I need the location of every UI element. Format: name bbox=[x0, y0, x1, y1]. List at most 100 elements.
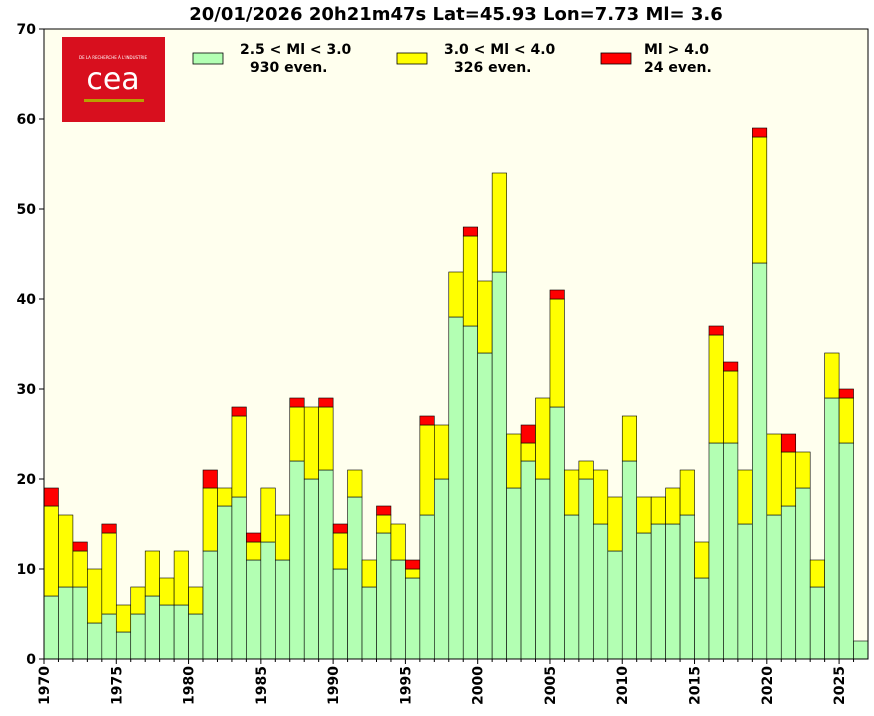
axes-group: 0 10 20 30 40 50 60 70 1970 1975 1980 1985 1990 1995 2… bbox=[17, 22, 869, 705]
bar-mid-2022 bbox=[795, 451, 811, 489]
cea-logo-wordmark: cea bbox=[86, 62, 139, 97]
bar-low-2008 bbox=[593, 523, 609, 660]
legend-count-low: 930 even. bbox=[250, 60, 328, 76]
bar-mid-2008 bbox=[593, 469, 609, 525]
legend-swatch-low bbox=[192, 52, 224, 65]
bar-low-1986 bbox=[274, 559, 291, 660]
bar-low-2000 bbox=[477, 352, 493, 660]
legend-label-mid: 3.0 < Ml < 4.0 bbox=[444, 42, 556, 58]
bar-low-1996 bbox=[419, 514, 435, 660]
bar-low-1992 bbox=[361, 586, 377, 660]
bar-mid-2018 bbox=[737, 469, 753, 525]
bar-low-1981 bbox=[202, 550, 218, 660]
bar-mid-1986 bbox=[274, 514, 291, 561]
bar-low-1989 bbox=[318, 469, 334, 660]
bar-high-1983 bbox=[231, 406, 247, 417]
bar-mid-1978 bbox=[159, 577, 175, 606]
bar-high-2017 bbox=[723, 361, 739, 372]
bar-mid-2015 bbox=[694, 541, 710, 579]
bar-low-1998 bbox=[448, 316, 464, 660]
bar-mid-2004 bbox=[535, 397, 551, 480]
bar-low-2011 bbox=[636, 532, 652, 660]
bar-high-2019 bbox=[752, 127, 768, 138]
legend-label-low: 2.5 < Ml < 3.0 bbox=[240, 42, 352, 58]
bar-low-1997 bbox=[434, 478, 450, 660]
legend-label-high: Ml > 4.0 bbox=[644, 42, 709, 58]
bar-mid-1980 bbox=[188, 586, 204, 615]
bar-high-1999 bbox=[462, 226, 478, 237]
bar-mid-1985 bbox=[260, 487, 276, 543]
y-tick-label: 10 bbox=[17, 562, 37, 578]
x-tick-label: 1980 bbox=[182, 666, 198, 705]
bar-high-1996 bbox=[419, 415, 435, 426]
bar-mid-1995 bbox=[405, 568, 421, 579]
bar-mid-1994 bbox=[390, 523, 406, 561]
plot-frame bbox=[43, 28, 869, 660]
x-tick-label: 2015 bbox=[688, 666, 704, 705]
legend-count-high: 24 even. bbox=[644, 60, 712, 76]
bar-low-2017 bbox=[723, 442, 739, 660]
bar-low-2010 bbox=[621, 460, 638, 660]
bar-low-2002 bbox=[506, 487, 522, 660]
bar-low-1987 bbox=[289, 460, 305, 660]
bar-low-1973 bbox=[87, 622, 103, 660]
bar-mid-1984 bbox=[246, 541, 262, 561]
bar-mid-2017 bbox=[723, 370, 739, 444]
x-tick-label: 1975 bbox=[109, 666, 125, 705]
bar-high-2021 bbox=[780, 433, 797, 453]
bar-low-1972 bbox=[72, 586, 88, 660]
bar-mid-2019 bbox=[752, 136, 768, 264]
legend: 2.5 < Ml < 3.0 930 even. 3.0 < Ml < 4.0 … bbox=[192, 42, 712, 76]
bar-high-1984 bbox=[246, 532, 262, 543]
bar-mid-1971 bbox=[58, 514, 74, 588]
bar-mid-1988 bbox=[303, 406, 319, 480]
y-tick-label: 20 bbox=[17, 472, 37, 488]
x-tick-label: 1970 bbox=[37, 666, 53, 705]
bar-mid-1997 bbox=[434, 424, 450, 480]
bar-low-2020 bbox=[766, 514, 782, 660]
bar-low-1990 bbox=[332, 568, 348, 660]
bar-mid-1970 bbox=[43, 505, 59, 597]
bar-mid-1993 bbox=[376, 514, 392, 534]
bar-low-2007 bbox=[578, 478, 594, 660]
bar-low-1978 bbox=[159, 604, 175, 660]
bar-low-2003 bbox=[520, 460, 536, 660]
bar-mid-1977 bbox=[144, 550, 160, 597]
bar-mid-1974 bbox=[101, 532, 117, 615]
bar-low-2005 bbox=[549, 406, 565, 660]
chart-title: 20/01/2026 20h21m47s Lat=45.93 Lon=7.73 … bbox=[189, 4, 723, 25]
bar-mid-2012 bbox=[650, 496, 666, 525]
legend-swatch-mid bbox=[396, 52, 428, 65]
bar-low-1994 bbox=[390, 559, 406, 660]
bar-low-2013 bbox=[665, 523, 681, 660]
y-tick-label: 0 bbox=[26, 652, 36, 668]
cea-logo: DE LA RECHERCHE À L'INDUSTRIE cea bbox=[62, 37, 165, 122]
bar-low-2016 bbox=[708, 442, 724, 660]
bar-mid-2016 bbox=[708, 334, 724, 444]
bar-low-1980 bbox=[188, 613, 204, 660]
bar-high-1995 bbox=[405, 559, 421, 570]
bar-low-1976 bbox=[130, 613, 146, 660]
bar-mid-1982 bbox=[217, 487, 233, 507]
cea-logo-background bbox=[62, 37, 165, 122]
y-tick-label: 70 bbox=[17, 22, 37, 38]
bar-low-1974 bbox=[101, 613, 117, 660]
bar-high-2025 bbox=[838, 388, 854, 399]
bar-low-2001 bbox=[491, 271, 507, 660]
bar-mid-2023 bbox=[809, 559, 825, 588]
bar-mid-1999 bbox=[462, 235, 478, 327]
bars-group bbox=[43, 127, 869, 660]
x-tick-label: 2025 bbox=[832, 666, 848, 705]
bar-low-2024 bbox=[824, 397, 840, 660]
bar-mid-1996 bbox=[419, 424, 435, 516]
bar-low-1988 bbox=[303, 478, 319, 660]
bar-mid-1973 bbox=[87, 568, 103, 624]
legend-count-mid: 326 even. bbox=[454, 60, 532, 76]
bar-high-1981 bbox=[202, 469, 218, 489]
bar-low-1999 bbox=[462, 325, 478, 660]
bar-low-2014 bbox=[679, 514, 695, 660]
bar-low-1984 bbox=[246, 559, 262, 660]
bar-mid-2021 bbox=[780, 451, 797, 507]
bar-low-1971 bbox=[58, 586, 74, 660]
